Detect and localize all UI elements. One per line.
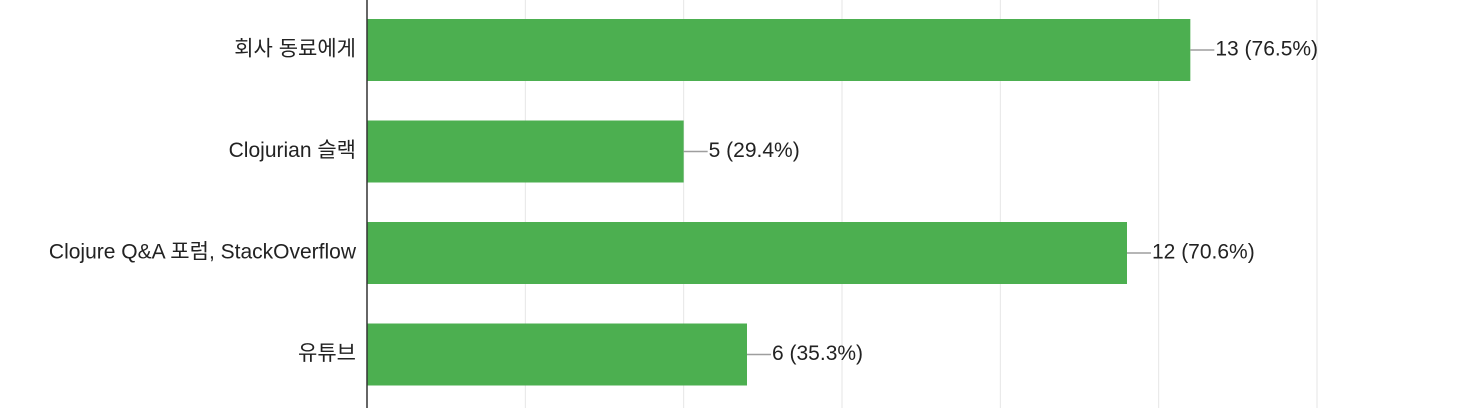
bar (367, 19, 1191, 81)
category-label: 회사 동료에게 (234, 38, 356, 61)
label-connectors (683, 49, 1215, 356)
data-label: 6 (35.3%) (772, 342, 863, 365)
bar (367, 323, 747, 386)
category-label: Clojurian 슬랙 (229, 139, 356, 162)
data-label: 5 (29.4%) (709, 139, 800, 162)
data-label: 12 (70.6%) (1152, 241, 1255, 264)
bars (367, 19, 1191, 386)
bar (367, 120, 684, 183)
data-label: 13 (76.5%) (1215, 38, 1318, 61)
bar (367, 222, 1127, 284)
value-labels: 13 (76.5%) 5 (29.4%) 12 (70.6%) 6 (35.3%) (709, 38, 1318, 366)
category-label: Clojure Q&A 포럼, StackOverflow (49, 241, 357, 264)
category-labels: 회사 동료에게 Clojurian 슬랙 Clojure Q&A 포럼, Stack… (49, 38, 357, 366)
category-label: 유튜브 (298, 342, 356, 365)
